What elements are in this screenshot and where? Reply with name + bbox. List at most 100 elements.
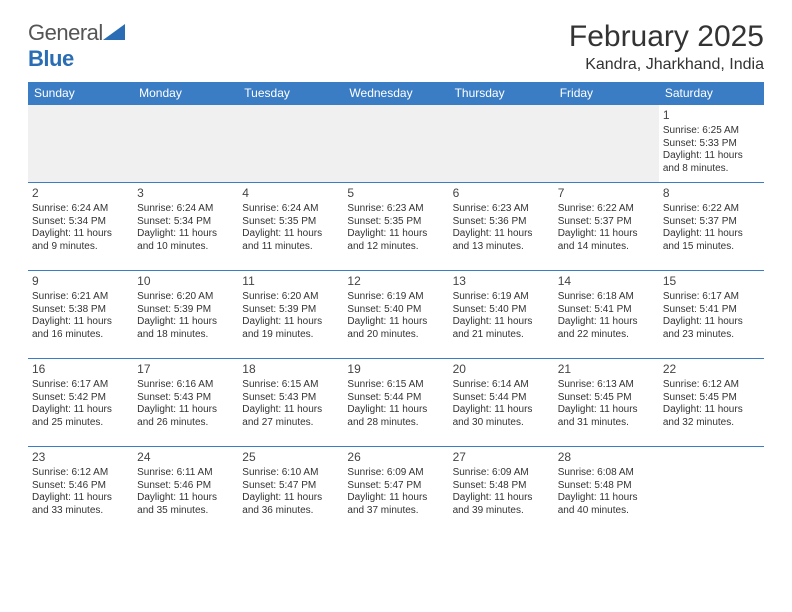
day-number: 27 [453, 450, 550, 465]
day-sunset: Sunset: 5:44 PM [453, 392, 550, 405]
day-daylight: Daylight: 11 hours and 9 minutes. [32, 228, 129, 253]
day-sunset: Sunset: 5:35 PM [347, 216, 444, 229]
day-number: 18 [242, 362, 339, 377]
day-number: 21 [558, 362, 655, 377]
day-cell: 27 Sunrise: 6:09 AMSunset: 5:48 PMDayligh… [449, 447, 554, 535]
day-cell [659, 447, 764, 535]
day-sunrise: Sunrise: 6:19 AM [347, 291, 444, 304]
day-number: 25 [242, 450, 339, 465]
day-sunset: Sunset: 5:39 PM [137, 304, 234, 317]
day-cell: 5Sunrise: 6:23 AMSunset: 5:35 PMDaylight… [343, 183, 448, 271]
day-daylight: Daylight: 11 hours and 12 minutes. [347, 228, 444, 253]
day-cell [28, 105, 133, 183]
day-daylight: Daylight: 11 hours and 36 minutes. [242, 492, 339, 517]
day-number: 13 [453, 274, 550, 289]
day-sunrise: Sunrise: 6:15 AM [347, 379, 444, 392]
week-row: 23Sunrise: 6:12 AMSunset: 5:46 PMDayligh… [28, 447, 764, 535]
day-sunrise: Sunrise: 6:09 AM [453, 467, 550, 480]
day-sunrise: Sunrise: 6:10 AM [242, 467, 339, 480]
day-number: 7 [558, 186, 655, 201]
day-sunrise: Sunrise: 6:25 AM [663, 125, 760, 138]
day-sunrise: Sunrise: 6:08 AM [558, 467, 655, 480]
day-sunrise: Sunrise: 6:17 AM [32, 379, 129, 392]
week-row: 2Sunrise: 6:24 AMSunset: 5:34 PMDaylight… [28, 183, 764, 271]
day-sunset: Sunset: 5:47 PM [242, 480, 339, 493]
calendar-body: 1Sunrise: 6:25 AMSunset: 5:33 PMDaylight… [28, 105, 764, 535]
day-sunrise: Sunrise: 6:23 AM [453, 203, 550, 216]
day-daylight: Daylight: 11 hours and 40 minutes. [558, 492, 655, 517]
day-sunset: Sunset: 5:43 PM [242, 392, 339, 405]
calendar-table: Sunday Monday Tuesday Wednesday Thursday… [28, 82, 764, 535]
day-daylight: Daylight: 11 hours and 39 minutes. [453, 492, 550, 517]
day-sunrise: Sunrise: 6:12 AM [32, 467, 129, 480]
day-sunset: Sunset: 5:45 PM [663, 392, 760, 405]
day-daylight: Daylight: 11 hours and 10 minutes. [137, 228, 234, 253]
day-sunset: Sunset: 5:44 PM [347, 392, 444, 405]
day-daylight: Daylight: 11 hours and 35 minutes. [137, 492, 234, 517]
day-sunrise: Sunrise: 6:15 AM [242, 379, 339, 392]
day-cell: 14Sunrise: 6:18 AMSunset: 5:41 PMDayligh… [554, 271, 659, 359]
day-daylight: Daylight: 11 hours and 33 minutes. [32, 492, 129, 517]
day-number: 19 [347, 362, 444, 377]
day-sunrise: Sunrise: 6:24 AM [32, 203, 129, 216]
day-sunrise: Sunrise: 6:20 AM [137, 291, 234, 304]
day-cell: 22Sunrise: 6:12 AMSunset: 5:45 PMDayligh… [659, 359, 764, 447]
day-number: 8 [663, 186, 760, 201]
day-cell: 18 Sunrise: 6:15 AMSunset: 5:43 PMDayligh… [238, 359, 343, 447]
day-number: 9 [32, 274, 129, 289]
day-sunset: Sunset: 5:46 PM [32, 480, 129, 493]
dayhead-sun: Sunday [28, 82, 133, 105]
day-daylight: Daylight: 11 hours and 18 minutes. [137, 316, 234, 341]
day-sunrise: Sunrise: 6:12 AM [663, 379, 760, 392]
day-sunrise: Sunrise: 6:13 AM [558, 379, 655, 392]
day-sunrise: Sunrise: 6:14 AM [453, 379, 550, 392]
day-cell: 17Sunrise: 6:16 AMSunset: 5:43 PMDayligh… [133, 359, 238, 447]
day-daylight: Daylight: 11 hours and 31 minutes. [558, 404, 655, 429]
week-row: 1Sunrise: 6:25 AMSunset: 5:33 PMDaylight… [28, 105, 764, 183]
day-sunrise: Sunrise: 6:21 AM [32, 291, 129, 304]
day-cell: 9Sunrise: 6:21 AMSunset: 5:38 PMDaylight… [28, 271, 133, 359]
day-sunset: Sunset: 5:35 PM [242, 216, 339, 229]
day-sunset: Sunset: 5:40 PM [347, 304, 444, 317]
dayhead-wed: Wednesday [343, 82, 448, 105]
day-daylight: Daylight: 11 hours and 16 minutes. [32, 316, 129, 341]
week-row: 16Sunrise: 6:17 AMSunset: 5:42 PMDayligh… [28, 359, 764, 447]
day-cell: 13Sunrise: 6:19 AMSunset: 5:40 PMDayligh… [449, 271, 554, 359]
day-cell: 15Sunrise: 6:17 AMSunset: 5:41 PMDayligh… [659, 271, 764, 359]
day-daylight: Daylight: 11 hours and 37 minutes. [347, 492, 444, 517]
day-sunset: Sunset: 5:33 PM [663, 138, 760, 151]
day-number: 26 [347, 450, 444, 465]
day-sunset: Sunset: 5:34 PM [32, 216, 129, 229]
day-sunset: Sunset: 5:36 PM [453, 216, 550, 229]
brand-logo: General Blue [28, 20, 125, 72]
brand-part2: Blue [28, 46, 74, 71]
day-daylight: Daylight: 11 hours and 27 minutes. [242, 404, 339, 429]
day-sunset: Sunset: 5:48 PM [558, 480, 655, 493]
day-daylight: Daylight: 11 hours and 15 minutes. [663, 228, 760, 253]
day-sunset: Sunset: 5:41 PM [558, 304, 655, 317]
brand-part1: General [28, 20, 103, 45]
day-daylight: Daylight: 11 hours and 30 minutes. [453, 404, 550, 429]
day-sunset: Sunset: 5:45 PM [558, 392, 655, 405]
dayhead-tue: Tuesday [238, 82, 343, 105]
day-daylight: Daylight: 11 hours and 22 minutes. [558, 316, 655, 341]
day-sunrise: Sunrise: 6:20 AM [242, 291, 339, 304]
day-sunrise: Sunrise: 6:19 AM [453, 291, 550, 304]
day-cell: 23 Sunrise: 6:12 AMSunset: 5:46 PMDayligh… [28, 447, 133, 535]
day-daylight: Daylight: 11 hours and 32 minutes. [663, 404, 760, 429]
day-sunrise: Sunrise: 6:24 AM [242, 203, 339, 216]
day-number: 16 [32, 362, 129, 377]
day-number: 23 [32, 450, 129, 465]
day-sunset: Sunset: 5:41 PM [663, 304, 760, 317]
day-number: 10 [137, 274, 234, 289]
day-sunset: Sunset: 5:48 PM [453, 480, 550, 493]
day-cell: 20Sunrise: 6:14 AMSunset: 5:44 PMDayligh… [449, 359, 554, 447]
day-sunset: Sunset: 5:34 PM [137, 216, 234, 229]
day-daylight: Daylight: 11 hours and 11 minutes. [242, 228, 339, 253]
day-sunrise: Sunrise: 6:22 AM [558, 203, 655, 216]
day-number: 24 [137, 450, 234, 465]
day-sunset: Sunset: 5:40 PM [453, 304, 550, 317]
title-block: February 2025 Kandra, Jharkhand, India [569, 20, 764, 74]
day-sunset: Sunset: 5:39 PM [242, 304, 339, 317]
day-cell: 3Sunrise: 6:24 AMSunset: 5:34 PMDaylight… [133, 183, 238, 271]
